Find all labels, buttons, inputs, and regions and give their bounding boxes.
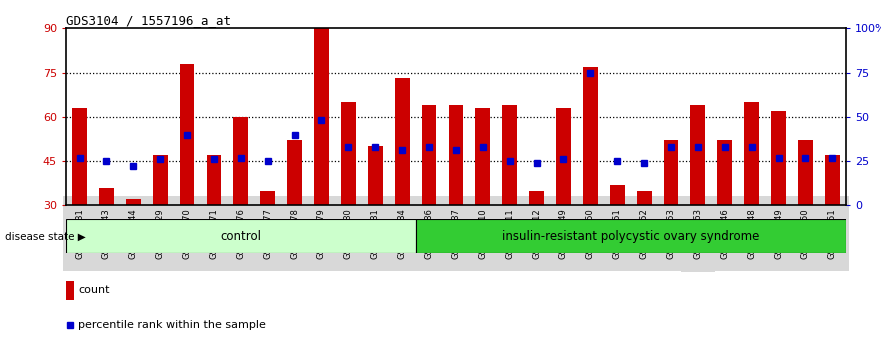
Bar [341, 102, 356, 205]
Bar [422, 105, 436, 205]
Bar [126, 199, 141, 205]
Bar [637, 190, 652, 205]
Bar [152, 155, 167, 205]
Bar [610, 185, 625, 205]
Bar [556, 108, 571, 205]
Bar [206, 155, 221, 205]
Bar [395, 79, 410, 205]
Bar [663, 141, 678, 205]
Bar [368, 146, 382, 205]
Bar [66, 281, 74, 300]
Text: percentile rank within the sample: percentile rank within the sample [78, 320, 266, 330]
Bar [825, 155, 840, 205]
Bar [72, 108, 87, 205]
Bar [476, 108, 490, 205]
Text: insulin-resistant polycystic ovary syndrome: insulin-resistant polycystic ovary syndr… [502, 230, 759, 243]
Bar [233, 117, 248, 205]
Bar [315, 28, 329, 205]
Text: control: control [220, 230, 262, 243]
Bar [180, 64, 195, 205]
Bar [287, 141, 302, 205]
Bar [583, 67, 597, 205]
FancyBboxPatch shape [66, 219, 416, 253]
Bar [691, 105, 706, 205]
Text: disease state ▶: disease state ▶ [5, 231, 86, 241]
Bar [260, 190, 275, 205]
Bar [798, 141, 813, 205]
Bar [744, 102, 759, 205]
Text: GDS3104 / 1557196_a_at: GDS3104 / 1557196_a_at [66, 14, 231, 27]
Bar [502, 105, 517, 205]
Text: count: count [78, 285, 110, 296]
Bar [448, 105, 463, 205]
Bar [717, 141, 732, 205]
Bar [771, 111, 786, 205]
Bar [99, 188, 114, 205]
FancyBboxPatch shape [416, 219, 846, 253]
Bar [529, 190, 544, 205]
